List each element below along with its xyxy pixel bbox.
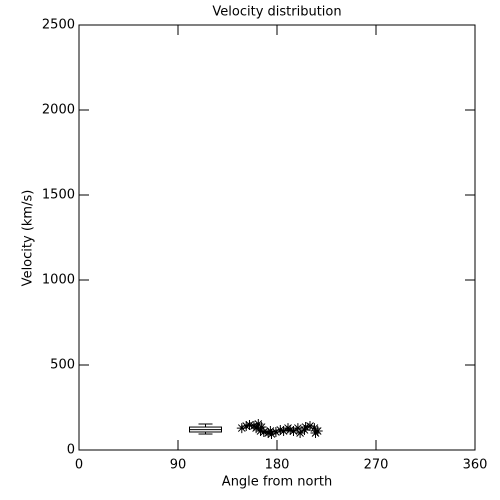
- point: [251, 423, 262, 434]
- point: [256, 422, 267, 433]
- point: [312, 425, 323, 436]
- point: [258, 426, 269, 437]
- point: [305, 421, 315, 432]
- x-tick-label: 360: [463, 458, 488, 473]
- chart-title: Velocity distribution: [212, 5, 341, 20]
- point: [265, 425, 276, 436]
- y-tick-label: 1000: [42, 273, 75, 288]
- point: [270, 426, 281, 437]
- point: [244, 420, 255, 431]
- point: [236, 423, 247, 434]
- point: [285, 424, 296, 435]
- y-tick-label: 1500: [42, 188, 75, 203]
- point: [292, 423, 303, 434]
- x-tick-label: 90: [170, 458, 187, 473]
- y-tick-label: 0: [67, 443, 75, 458]
- point: [266, 429, 277, 440]
- point: [255, 425, 266, 436]
- x-axis-label: Angle from north: [222, 475, 332, 490]
- x-tick-label: 180: [265, 458, 290, 473]
- y-tick-label: 2500: [42, 18, 75, 33]
- point: [295, 428, 306, 438]
- point: [241, 421, 252, 432]
- point: [300, 422, 311, 433]
- x-tick-label: 0: [75, 458, 83, 473]
- point: [288, 425, 299, 436]
- y-tick-label: 2000: [42, 103, 75, 118]
- point: [278, 425, 289, 436]
- y-tick-label: 500: [50, 358, 75, 373]
- y-axis-label: Velocity (km/s): [21, 190, 36, 287]
- point: [275, 424, 286, 435]
- x-tick-label: 270: [364, 458, 389, 473]
- point: [299, 424, 310, 435]
